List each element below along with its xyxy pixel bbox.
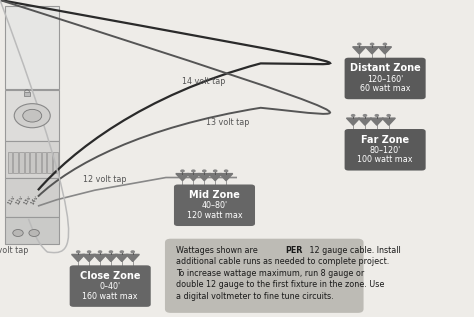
Text: 160 watt max: 160 watt max bbox=[82, 292, 138, 301]
Text: 120 watt max: 120 watt max bbox=[187, 211, 242, 220]
FancyBboxPatch shape bbox=[19, 152, 24, 173]
FancyBboxPatch shape bbox=[13, 152, 18, 173]
Circle shape bbox=[23, 109, 42, 122]
Text: 13 volt tap: 13 volt tap bbox=[206, 118, 249, 127]
Polygon shape bbox=[104, 255, 118, 262]
Circle shape bbox=[357, 42, 362, 46]
Circle shape bbox=[351, 114, 356, 117]
Circle shape bbox=[224, 169, 228, 172]
Text: 40–80': 40–80' bbox=[201, 202, 228, 210]
Circle shape bbox=[130, 250, 135, 253]
FancyBboxPatch shape bbox=[174, 184, 255, 226]
Text: Mid Zone: Mid Zone bbox=[189, 190, 240, 200]
Circle shape bbox=[76, 250, 81, 253]
Circle shape bbox=[119, 250, 124, 253]
Polygon shape bbox=[176, 174, 189, 181]
FancyBboxPatch shape bbox=[5, 178, 59, 217]
Polygon shape bbox=[353, 47, 366, 54]
Text: Far Zone: Far Zone bbox=[361, 135, 409, 145]
FancyBboxPatch shape bbox=[24, 92, 30, 96]
Text: 0–40': 0–40' bbox=[100, 282, 121, 291]
FancyBboxPatch shape bbox=[345, 58, 426, 99]
Circle shape bbox=[109, 250, 113, 253]
Circle shape bbox=[180, 169, 185, 172]
Polygon shape bbox=[198, 174, 211, 181]
Text: 12v: 12v bbox=[15, 194, 25, 205]
Circle shape bbox=[213, 169, 218, 172]
FancyBboxPatch shape bbox=[25, 152, 29, 173]
Polygon shape bbox=[358, 118, 372, 125]
Circle shape bbox=[370, 42, 374, 46]
Text: a digital voltmeter to fine tune circuits.: a digital voltmeter to fine tune circuit… bbox=[176, 292, 334, 301]
Circle shape bbox=[29, 230, 39, 236]
Polygon shape bbox=[365, 47, 379, 54]
Polygon shape bbox=[382, 118, 395, 125]
Circle shape bbox=[386, 114, 391, 117]
Text: 11 volt tap: 11 volt tap bbox=[0, 246, 29, 255]
Circle shape bbox=[98, 250, 102, 253]
Text: 11v: 11v bbox=[7, 194, 17, 205]
FancyBboxPatch shape bbox=[8, 152, 12, 173]
Text: double 12 gauge to the first fixture in the zone. Use: double 12 gauge to the first fixture in … bbox=[176, 280, 385, 289]
Circle shape bbox=[191, 169, 196, 172]
Text: 100 watt max: 100 watt max bbox=[357, 156, 413, 165]
FancyBboxPatch shape bbox=[345, 129, 426, 171]
FancyBboxPatch shape bbox=[165, 239, 364, 313]
Polygon shape bbox=[93, 255, 107, 262]
FancyBboxPatch shape bbox=[70, 265, 151, 307]
Circle shape bbox=[383, 42, 387, 46]
Polygon shape bbox=[82, 255, 96, 262]
Polygon shape bbox=[126, 255, 139, 262]
Polygon shape bbox=[72, 255, 85, 262]
Text: 80–120': 80–120' bbox=[370, 146, 401, 155]
Text: To increase wattage maximum, run 8 gauge or: To increase wattage maximum, run 8 gauge… bbox=[176, 269, 365, 278]
Polygon shape bbox=[370, 118, 383, 125]
Circle shape bbox=[13, 230, 23, 236]
Text: 13v: 13v bbox=[23, 194, 32, 205]
FancyBboxPatch shape bbox=[5, 141, 59, 178]
Text: Distant Zone: Distant Zone bbox=[350, 63, 420, 73]
FancyBboxPatch shape bbox=[5, 6, 59, 89]
Polygon shape bbox=[219, 174, 233, 181]
FancyBboxPatch shape bbox=[30, 152, 35, 173]
Polygon shape bbox=[346, 118, 360, 125]
FancyBboxPatch shape bbox=[5, 217, 59, 244]
Circle shape bbox=[374, 114, 379, 117]
Text: additional cable runs as needed to complete project.: additional cable runs as needed to compl… bbox=[176, 257, 390, 266]
Text: 14v: 14v bbox=[30, 194, 40, 205]
Circle shape bbox=[202, 169, 207, 172]
FancyBboxPatch shape bbox=[36, 152, 41, 173]
FancyBboxPatch shape bbox=[5, 90, 59, 141]
Text: 12 gauge cable. Install: 12 gauge cable. Install bbox=[308, 246, 401, 255]
Polygon shape bbox=[115, 255, 128, 262]
Text: PER: PER bbox=[285, 246, 302, 255]
Polygon shape bbox=[209, 174, 222, 181]
FancyBboxPatch shape bbox=[53, 152, 58, 173]
Text: 14 volt tap: 14 volt tap bbox=[182, 77, 226, 86]
Circle shape bbox=[87, 250, 91, 253]
Text: 12 volt tap: 12 volt tap bbox=[82, 175, 126, 184]
Circle shape bbox=[14, 104, 50, 128]
Text: Wattages shown are: Wattages shown are bbox=[176, 246, 261, 255]
Circle shape bbox=[363, 114, 367, 117]
Text: 60 watt max: 60 watt max bbox=[360, 84, 410, 93]
FancyBboxPatch shape bbox=[42, 152, 46, 173]
Polygon shape bbox=[187, 174, 200, 181]
Polygon shape bbox=[378, 47, 392, 54]
Text: Close Zone: Close Zone bbox=[80, 271, 140, 281]
Text: 120–160': 120–160' bbox=[367, 75, 403, 84]
FancyBboxPatch shape bbox=[47, 152, 52, 173]
